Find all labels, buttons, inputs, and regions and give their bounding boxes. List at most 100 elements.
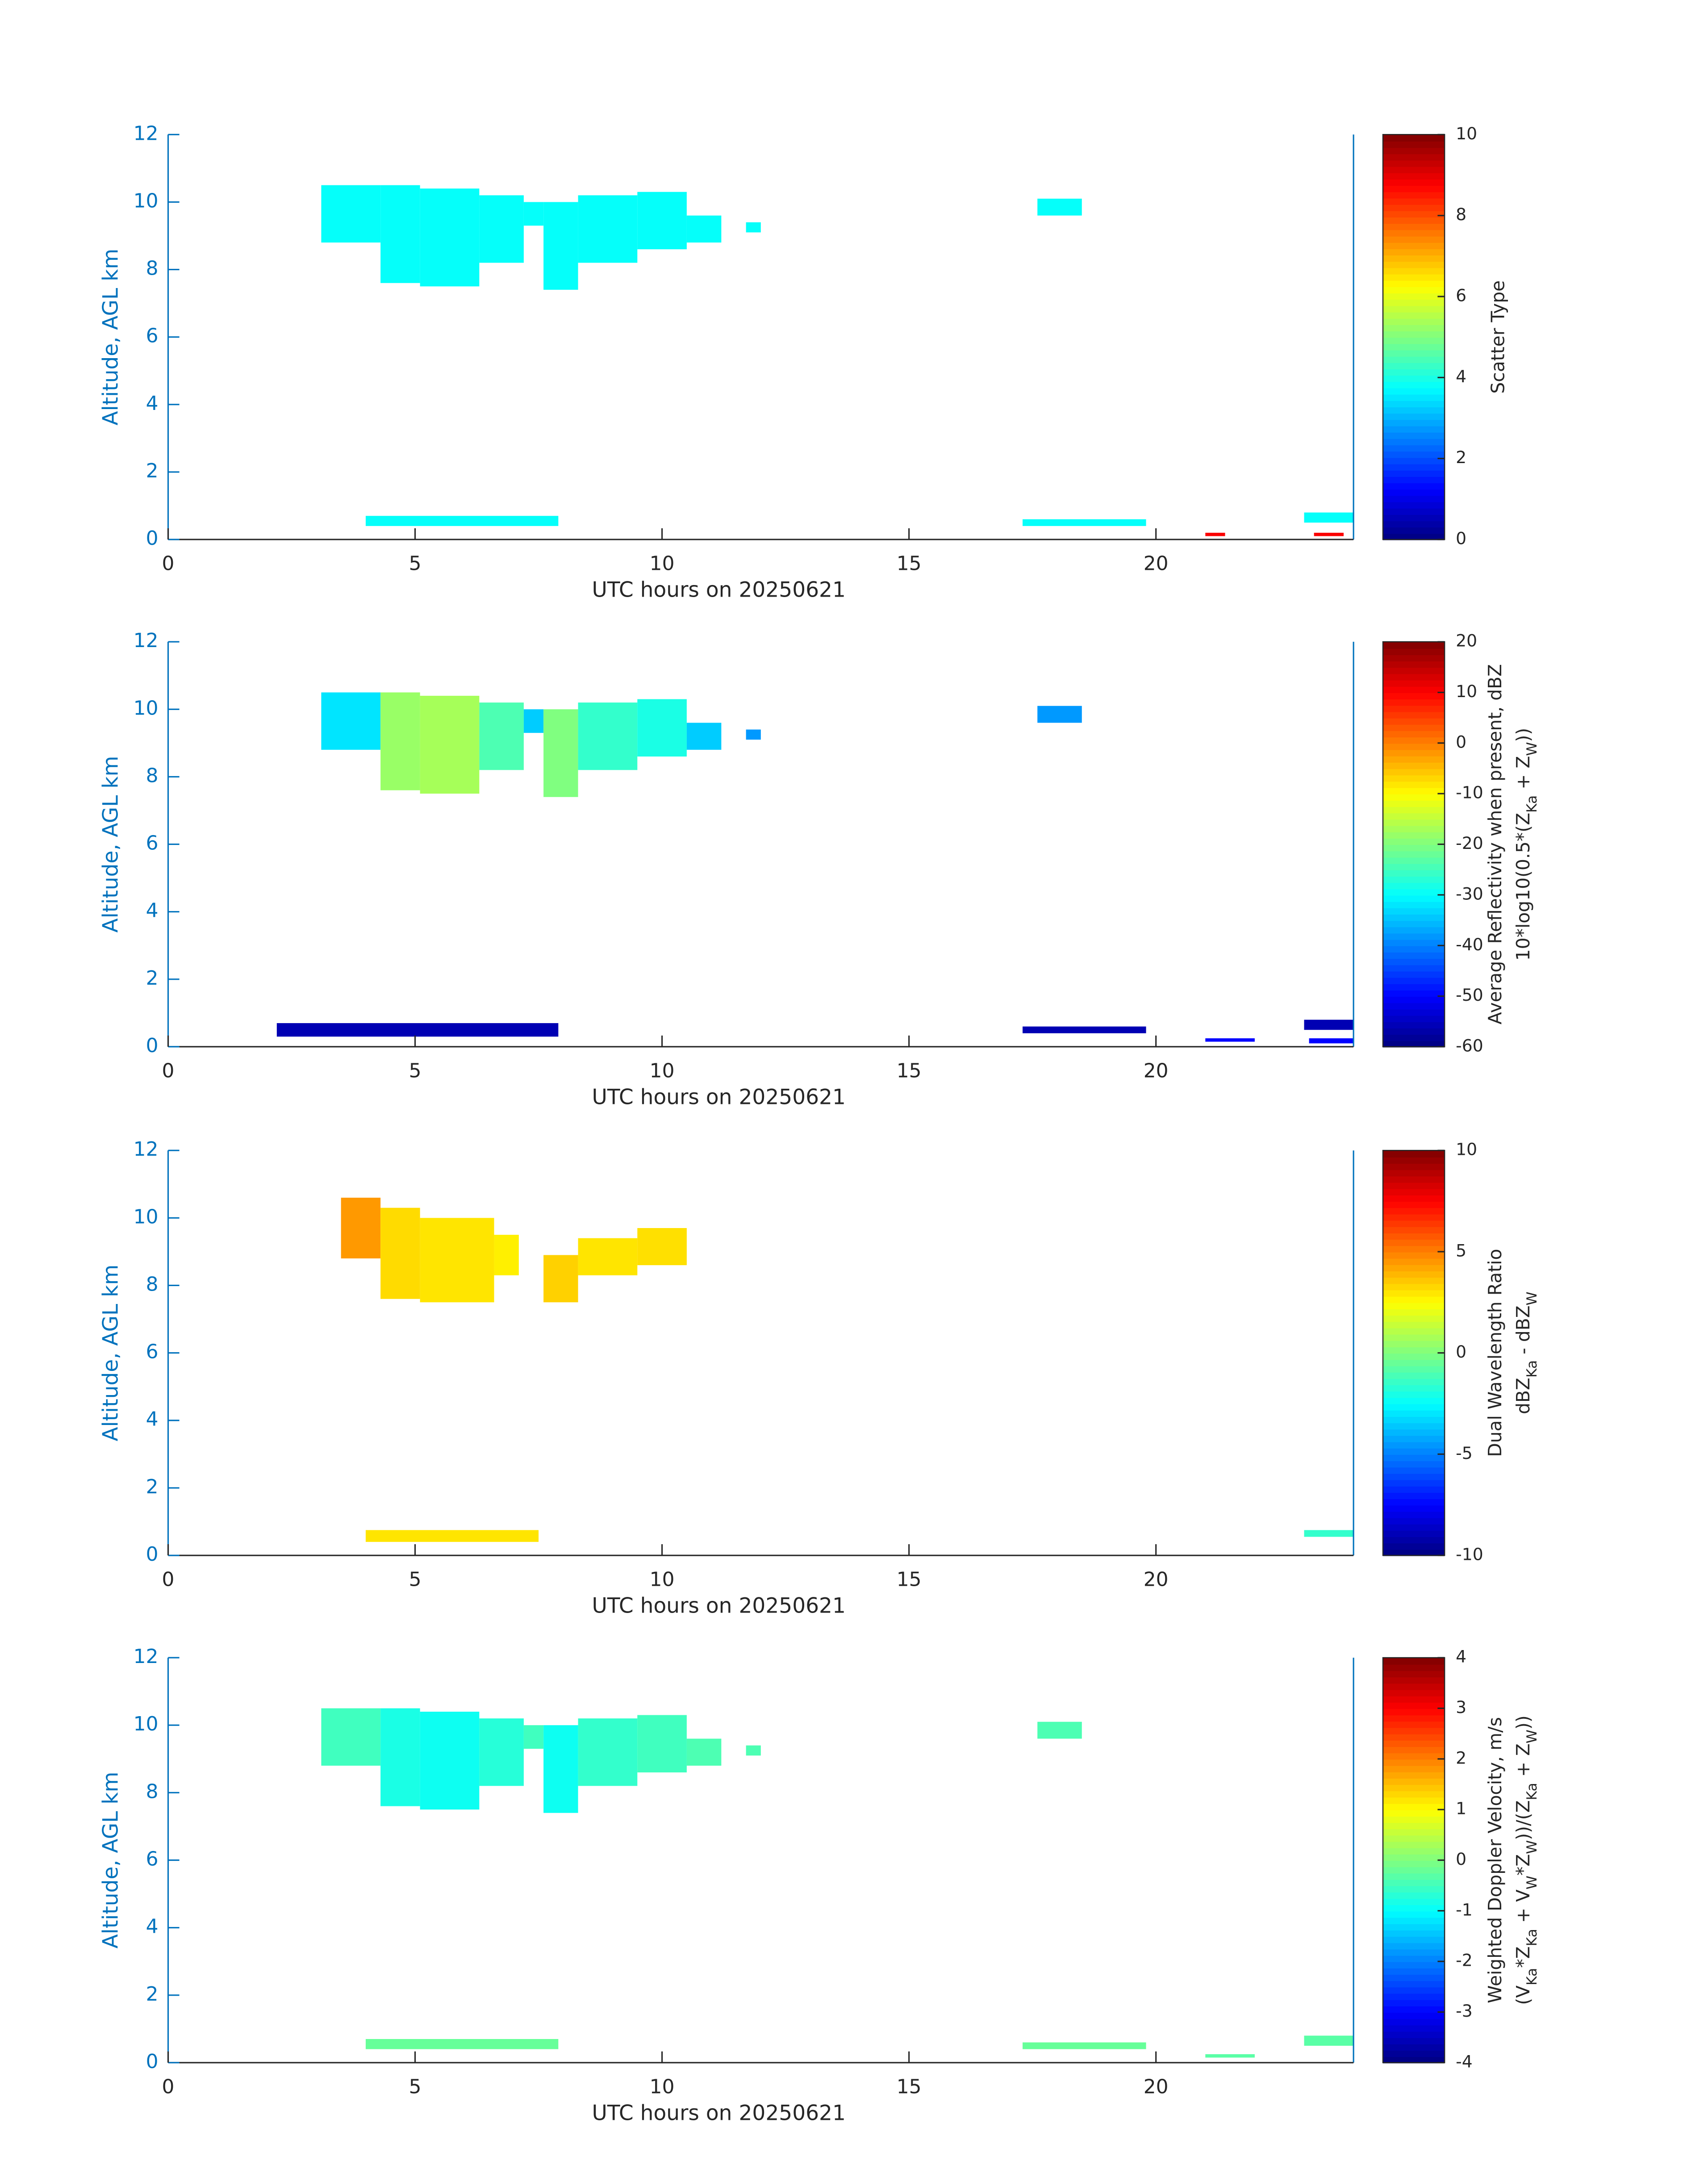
colorbar-swatch — [1383, 267, 1445, 275]
colorbar-swatch — [1383, 1454, 1445, 1462]
colorbar-swatch — [1383, 1467, 1445, 1474]
echo-cell — [479, 1718, 524, 1786]
echo-cell — [1037, 1722, 1082, 1739]
colorbar-swatch — [1383, 1397, 1445, 1404]
colorbar-swatch — [1383, 1740, 1445, 1747]
echo-cell — [637, 699, 687, 757]
colorbar-label: 10*log10(0.5*(ZKa + ZW)) — [1512, 728, 1540, 961]
colorbar-swatch — [1383, 1854, 1445, 1861]
echo-cell — [365, 516, 559, 526]
colorbar-swatch — [1383, 1658, 1445, 1665]
colorbar-swatch — [1383, 863, 1445, 870]
label-text: Weighted Doppler Velocity, m/s — [1484, 1717, 1506, 2003]
colorbar-swatch — [1383, 1327, 1445, 1335]
x-tick-label: 5 — [409, 552, 422, 575]
colorbar-swatch — [1383, 438, 1445, 446]
echo-cell — [494, 1235, 519, 1275]
colorbar-swatch — [1383, 1213, 1445, 1221]
colorbar-swatch — [1383, 1302, 1445, 1309]
colorbar-swatch — [1383, 1308, 1445, 1316]
colorbar-swatch — [1383, 1727, 1445, 1734]
y-tick-label: 10 — [134, 189, 159, 212]
colorbar-swatch — [1383, 952, 1445, 959]
echo-cell — [523, 709, 544, 733]
colorbar-swatch — [1383, 1163, 1445, 1170]
colorbar-swatch — [1383, 1942, 1445, 1950]
echo-cell — [1023, 1026, 1146, 1033]
colorbar-swatch — [1383, 375, 1445, 382]
colorbar-swatch — [1383, 191, 1445, 199]
echo-cell — [1314, 532, 1344, 536]
colorbar-swatch — [1383, 939, 1445, 946]
echo-cell — [420, 696, 480, 794]
colorbar-swatch — [1383, 1752, 1445, 1760]
colorbar-swatch — [1383, 1251, 1445, 1259]
colorbar-swatch — [1383, 1479, 1445, 1487]
echo-cell — [479, 195, 524, 263]
colorbar-label: Dual Wavelength Ratio — [1484, 1249, 1506, 1457]
colorbar-swatch — [1383, 1028, 1445, 1035]
x-axis-label: UTC hours on 20250621 — [592, 1085, 845, 1110]
colorbar-tick-label: -30 — [1456, 884, 1483, 903]
x-tick-label: 10 — [650, 1059, 675, 1082]
colorbar-swatch — [1383, 718, 1445, 725]
echo-cell — [276, 1023, 559, 1037]
colorbar-tick-label: 0 — [1456, 1849, 1466, 1869]
x-tick-label: 20 — [1144, 1568, 1169, 1591]
colorbar-swatch — [1383, 1169, 1445, 1177]
colorbar-tick-label: -2 — [1456, 1951, 1473, 1970]
colorbar-swatch — [1383, 667, 1445, 674]
echo-cell — [341, 1197, 381, 1259]
colorbar-swatch — [1383, 1008, 1445, 1016]
x-tick-label: 5 — [409, 2075, 422, 2098]
colorbar-tick-label: 2 — [1456, 447, 1466, 467]
colorbar-tick-label: 10 — [1456, 124, 1477, 143]
echo-cell — [637, 1715, 687, 1773]
colorbar-tick-label: 8 — [1456, 205, 1466, 224]
colorbar-swatch — [1383, 1898, 1445, 1905]
colorbar-swatch — [1383, 2012, 1445, 2019]
colorbar-swatch — [1383, 964, 1445, 972]
x-tick-label: 20 — [1144, 2075, 1169, 2098]
colorbar-swatch — [1383, 1346, 1445, 1354]
x-tick-label: 15 — [897, 2075, 922, 2098]
colorbar-swatch — [1383, 312, 1445, 319]
echo-cell — [420, 188, 480, 287]
echo-cell — [1205, 532, 1225, 536]
colorbar-swatch — [1383, 210, 1445, 218]
colorbar-swatch — [1383, 286, 1445, 294]
colorbar-swatch — [1383, 1403, 1445, 1411]
x-tick-label: 10 — [650, 552, 675, 575]
colorbar-swatch — [1383, 850, 1445, 858]
colorbar-swatch — [1383, 1365, 1445, 1373]
colorbar-swatch — [1383, 1315, 1445, 1322]
colorbar-swatch — [1383, 1378, 1445, 1386]
colorbar-tick-label: -50 — [1456, 985, 1483, 1005]
label-text: - dBZ — [1512, 1305, 1534, 1360]
y-tick-label: 10 — [134, 1205, 159, 1228]
colorbar-swatch — [1383, 444, 1445, 452]
echo-cell — [1037, 706, 1082, 723]
colorbar-swatch — [1383, 204, 1445, 211]
colorbar-swatch — [1383, 501, 1445, 509]
y-tick-label: 2 — [146, 967, 159, 990]
colorbar-label: dBZKa - dBZW — [1512, 1291, 1540, 1414]
x-tick-label: 5 — [409, 1568, 422, 1591]
colorbar-swatch — [1383, 1974, 1445, 1981]
echo-cell — [365, 1530, 539, 1542]
colorbar-tick-label: -40 — [1456, 935, 1483, 954]
colorbar-swatch — [1383, 153, 1445, 161]
echo-cell — [420, 1711, 480, 1810]
colorbar-label: (VKa*ZKa + VW*ZW))/(ZKa + ZW)) — [1512, 1715, 1540, 2005]
colorbar-swatch — [1383, 660, 1445, 668]
colorbar-swatch — [1383, 1834, 1445, 1842]
colorbar-swatch — [1383, 1542, 1445, 1550]
y-axis-label: Altitude, AGL km — [99, 1772, 123, 1949]
echo-cell — [380, 1208, 420, 1299]
colorbar-swatch — [1383, 844, 1445, 852]
echo-cell — [1304, 1020, 1354, 1030]
colorbar-swatch — [1383, 1885, 1445, 1893]
echo-cell — [543, 709, 578, 797]
colorbar-swatch — [1383, 1296, 1445, 1303]
